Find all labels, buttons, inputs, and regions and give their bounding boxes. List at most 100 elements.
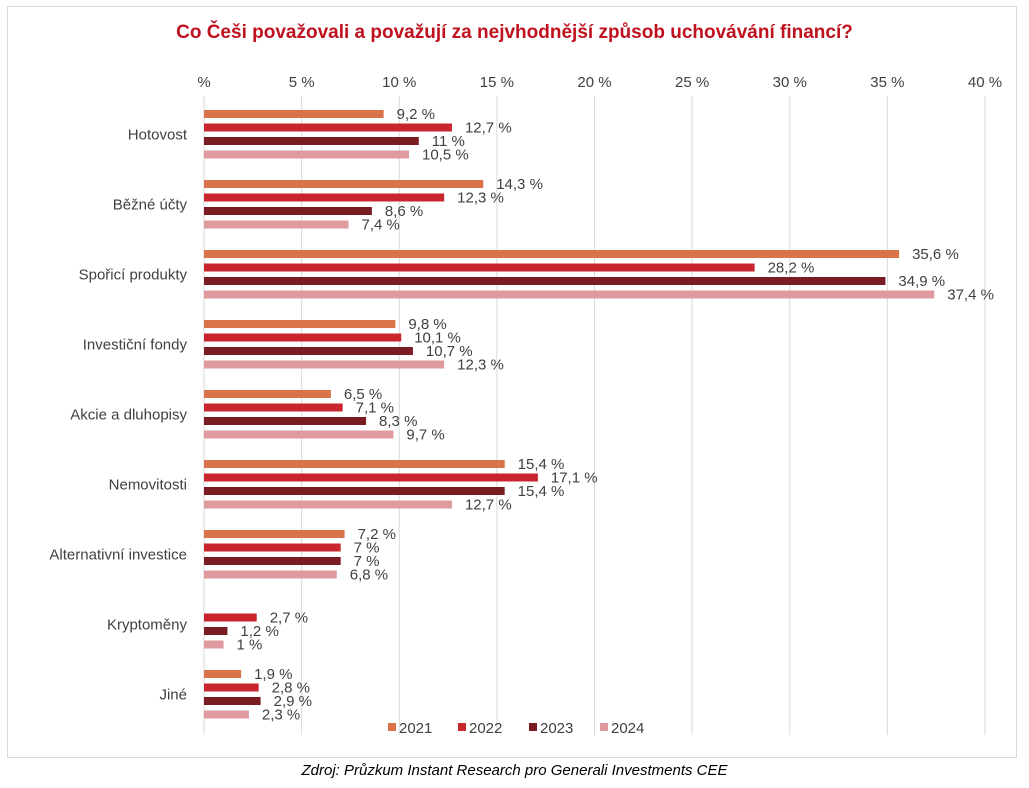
data-label: 12,7 % [465,120,512,137]
legend-label: 2022 [469,720,502,737]
category-label: Jiné [159,686,187,703]
category-label: Spořicí produkty [79,266,188,283]
data-label: 37,4 % [947,287,994,304]
x-tick-label: 20 % [577,74,611,91]
data-label: 35,6 % [912,246,959,263]
bar-2024 [204,710,249,719]
bar-2022 [204,263,755,272]
bar-2021 [204,320,396,328]
bar-2022 [204,543,341,552]
data-label: 10,7 % [426,343,473,360]
data-label: 12,3 % [457,357,504,374]
bar-2021 [204,390,331,398]
data-label: 15,4 % [518,483,565,500]
data-label: 6,5 % [344,386,382,403]
legend-label: 2024 [611,720,644,737]
bar-2022 [204,613,257,622]
data-label: 2,3 % [262,707,300,724]
data-label: 15,4 % [518,456,565,473]
bar-2024 [204,500,452,509]
data-label: 11 % [432,133,465,150]
bar-2021 [204,110,384,118]
category-label: Kryptoměny [107,616,188,633]
bar-2021 [204,250,900,258]
category-label: Akcie a dluhopisy [70,406,187,423]
bar-2024 [204,570,337,579]
chart-frame [7,6,1017,758]
bar-2023 [204,277,886,285]
x-tick-label: % [197,74,210,91]
data-label: 12,3 % [457,190,504,207]
data-label: 28,2 % [768,260,815,277]
data-label: 17,1 % [551,470,598,487]
bar-2023 [204,207,372,215]
data-label: 8,3 % [379,413,417,430]
bar-2023 [204,557,341,565]
legend-swatch-2024 [600,723,608,731]
bar-2023 [204,417,367,425]
data-label: 7 % [354,540,380,557]
data-label: 9,7 % [406,427,444,444]
bar-2022 [204,403,343,412]
category-label: Investiční fondy [83,336,188,353]
bar-2023 [204,137,419,145]
legend-swatch-2021 [388,723,396,731]
category-label: Běžné účty [113,196,188,213]
bar-2024 [204,150,410,159]
bar-2024 [204,220,349,229]
data-label: 7 % [354,553,380,570]
bar-2022 [204,123,452,132]
bar-2024 [204,430,394,439]
bar-2023 [204,347,413,355]
bar-2022 [204,333,402,342]
data-label: 9,8 % [408,316,446,333]
data-label: 12,7 % [465,497,512,514]
category-label: Hotovost [128,126,188,143]
category-label: Alternativní investice [49,546,187,563]
x-tick-label: 10 % [382,74,416,91]
category-label: Nemovitosti [109,476,187,493]
legend-swatch-2023 [529,723,537,731]
data-label: 7,2 % [358,526,396,543]
x-tick-label: 35 % [870,74,904,91]
bar-2024 [204,290,935,299]
bar-2024 [204,360,445,369]
data-label: 2,9 % [274,693,312,710]
chart-title: Co Češi považovali a považují za nejvhod… [176,22,853,43]
legend-label: 2023 [540,720,573,737]
data-label: 8,6 % [385,203,423,220]
bar-2021 [204,670,242,678]
bar-2023 [204,627,228,635]
data-label: 9,2 % [397,106,435,123]
legend-swatch-2022 [458,723,466,731]
data-label: 7,1 % [356,400,394,417]
source-note: Zdroj: Průzkum Instant Research pro Gene… [301,762,728,779]
data-label: 2,7 % [270,610,308,627]
data-label: 6,8 % [350,567,388,584]
data-label: 1 % [237,637,263,654]
x-tick-label: 5 % [289,74,315,91]
bar-2022 [204,193,445,202]
x-tick-label: 15 % [480,74,514,91]
data-label: 2,8 % [272,680,310,697]
data-label: 1,2 % [240,623,278,640]
bar-2022 [204,473,538,482]
data-label: 10,1 % [414,330,461,347]
bar-2024 [204,640,224,649]
bar-2022 [204,683,259,692]
data-label: 10,5 % [422,147,469,164]
x-tick-label: 25 % [675,74,709,91]
legend-label: 2021 [399,720,432,737]
bar-2021 [204,460,505,468]
x-tick-label: 30 % [773,74,807,91]
data-label: 14,3 % [496,176,543,193]
data-label: 1,9 % [254,666,292,683]
data-label: 34,9 % [898,273,945,290]
bar-2021 [204,530,345,538]
bar-2021 [204,180,484,188]
x-tick-label: 40 % [968,74,1002,91]
bar-2023 [204,697,261,705]
data-label: 7,4 % [361,217,399,234]
bar-2023 [204,487,505,495]
